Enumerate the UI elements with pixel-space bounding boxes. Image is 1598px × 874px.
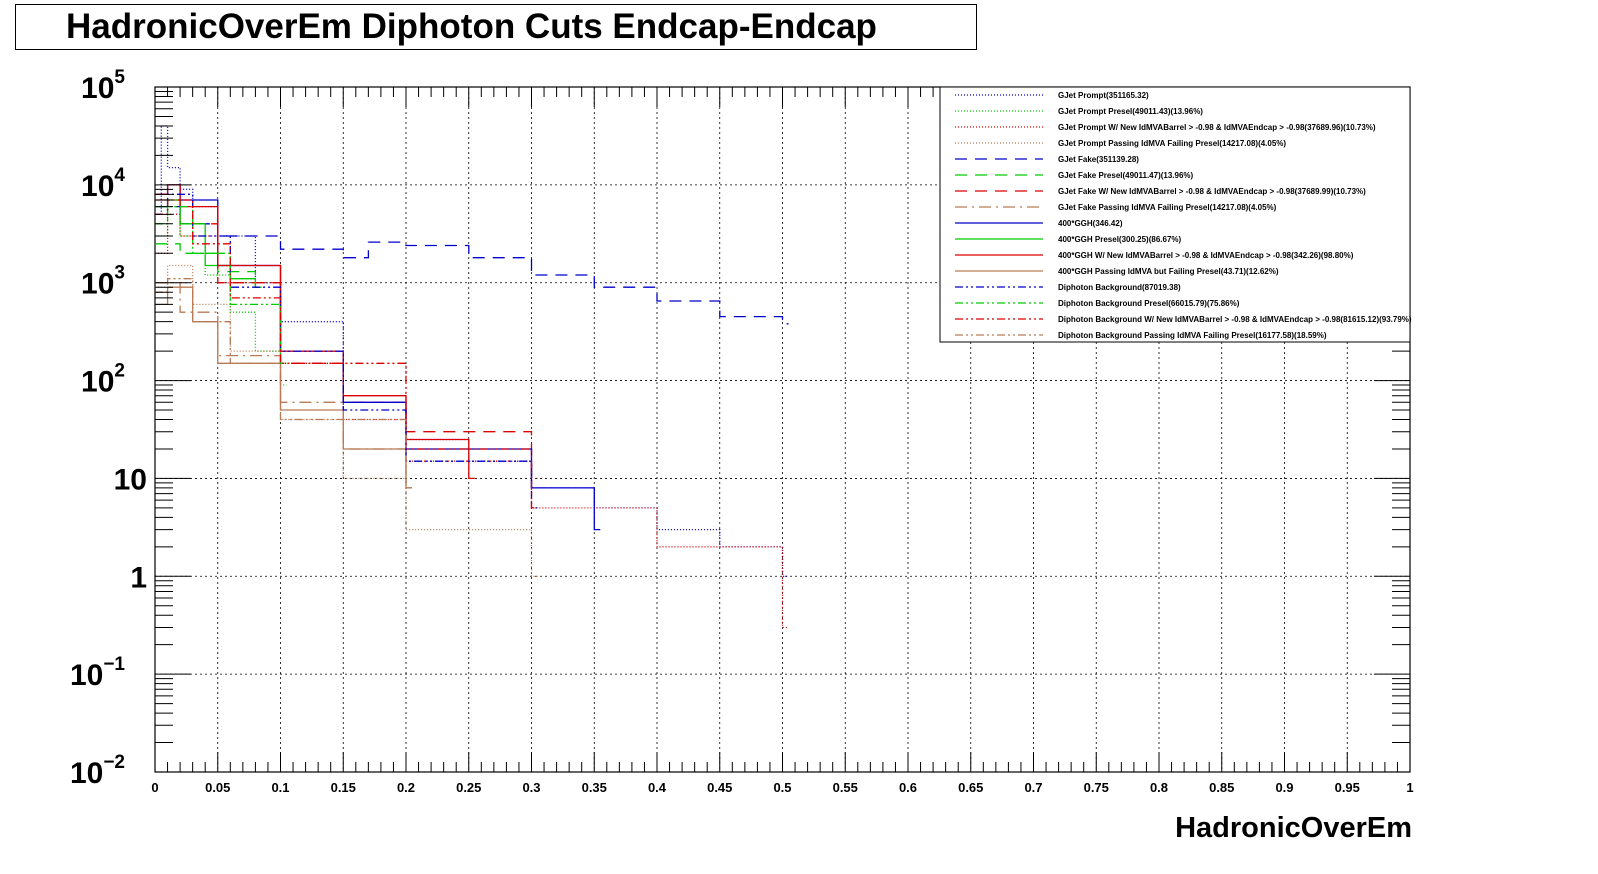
legend: GJet Prompt(351165.32) GJet Prompt Presel… xyxy=(939,86,1412,343)
series-line xyxy=(155,286,412,489)
legend-entry: GJet Prompt W/ New IdMVABarrel > -0.98 &… xyxy=(1058,123,1376,132)
y-tick-label: 103 xyxy=(81,263,125,301)
x-tick-label: 0.95 xyxy=(1335,780,1360,795)
series-line xyxy=(155,205,287,386)
legend-box xyxy=(939,86,1411,343)
series-line xyxy=(155,278,412,489)
series-line xyxy=(155,205,789,325)
series-line xyxy=(155,205,287,364)
x-tick-label: 0.45 xyxy=(707,780,732,795)
x-tick-label: 0.85 xyxy=(1209,780,1234,795)
y-tick-label: 10 xyxy=(114,463,147,496)
x-axis-label: HadronicOverEm xyxy=(1175,812,1412,844)
x-tick-label: 0.6 xyxy=(899,780,917,795)
series-line xyxy=(155,199,538,480)
legend-entry: GJet Prompt Presel(49011.43)(13.96%) xyxy=(1058,107,1203,116)
y-tick-label: 104 xyxy=(81,165,125,203)
series-line xyxy=(155,213,789,629)
y-tick-label: 105 xyxy=(81,67,125,105)
x-tick-label: 0.35 xyxy=(582,780,607,795)
x-tick-label: 0.8 xyxy=(1150,780,1168,795)
y-tick-label: 10−2 xyxy=(70,752,125,790)
series-line xyxy=(155,193,538,509)
legend-entry: 400*GGH W/ New IdMVABarrel > -0.98 & IdM… xyxy=(1058,251,1354,260)
x-tick-label: 0.15 xyxy=(331,780,356,795)
legend-entry: Diphoton Background(87019.38) xyxy=(1058,283,1181,292)
legend-entry: GJet Fake Passing IdMVA Failing Presel(1… xyxy=(1058,203,1277,212)
legend-entry: 400*GGH(346.42) xyxy=(1058,219,1123,228)
x-tick-label: 0.3 xyxy=(522,780,540,795)
y-tick-label: 10−1 xyxy=(70,654,125,692)
series-layer xyxy=(155,125,789,629)
legend-entry: Diphoton Background W/ New IdMVABarrel >… xyxy=(1058,315,1412,324)
x-tick-label: 0.2 xyxy=(397,780,415,795)
series-line xyxy=(155,199,538,509)
x-tick-label: 0.55 xyxy=(833,780,858,795)
x-tick-label: 0.5 xyxy=(773,780,791,795)
x-tick-label: 0.4 xyxy=(648,780,667,795)
legend-entry: GJet Fake(351139.28) xyxy=(1058,155,1139,164)
x-tick-label: 0.1 xyxy=(271,780,289,795)
x-tick-label: 0.05 xyxy=(205,780,230,795)
series-line xyxy=(155,125,789,577)
x-tick-label: 0 xyxy=(151,780,158,795)
series-line xyxy=(155,184,475,480)
x-tick-label: 0.7 xyxy=(1024,780,1042,795)
chart-title: HadronicOverEm Diphoton Cuts Endcap-Endc… xyxy=(15,4,977,50)
x-tick-label: 1 xyxy=(1406,780,1413,795)
x-tick-label: 0.65 xyxy=(958,780,983,795)
legend-entry: Diphoton Background Presel(66015.79)(75.… xyxy=(1058,299,1240,308)
legend-entry: GJet Fake Presel(49011.47)(13.96%) xyxy=(1058,171,1194,180)
legend-entry: 400*GGH Presel(300.25)(86.67%) xyxy=(1058,235,1182,244)
legend-entry: GJet Fake W/ New IdMVABarrel > -0.98 & I… xyxy=(1058,187,1366,196)
x-tick-label: 0.9 xyxy=(1275,780,1293,795)
legend-entry: Diphoton Background Passing IdMVA Failin… xyxy=(1058,331,1327,340)
series-line xyxy=(155,264,538,577)
x-tick-labels: 0 0.05 0.1 0.15 0.2 0.25 0.3 0.35 0.4 0.45 0.5 0.55… xyxy=(151,780,1413,795)
y-tick-label: 1 xyxy=(130,561,147,594)
legend-entry: GJet Prompt(351165.32) xyxy=(1058,91,1149,100)
legend-entry: GJet Prompt Passing IdMVA Failing Presel… xyxy=(1058,139,1286,148)
legend-entry: 400*GGH Passing IdMVA but Failing Presel… xyxy=(1058,267,1279,276)
x-tick-label: 0.75 xyxy=(1084,780,1109,795)
x-tick-label: 0.25 xyxy=(456,780,481,795)
y-tick-label: 102 xyxy=(81,361,125,399)
